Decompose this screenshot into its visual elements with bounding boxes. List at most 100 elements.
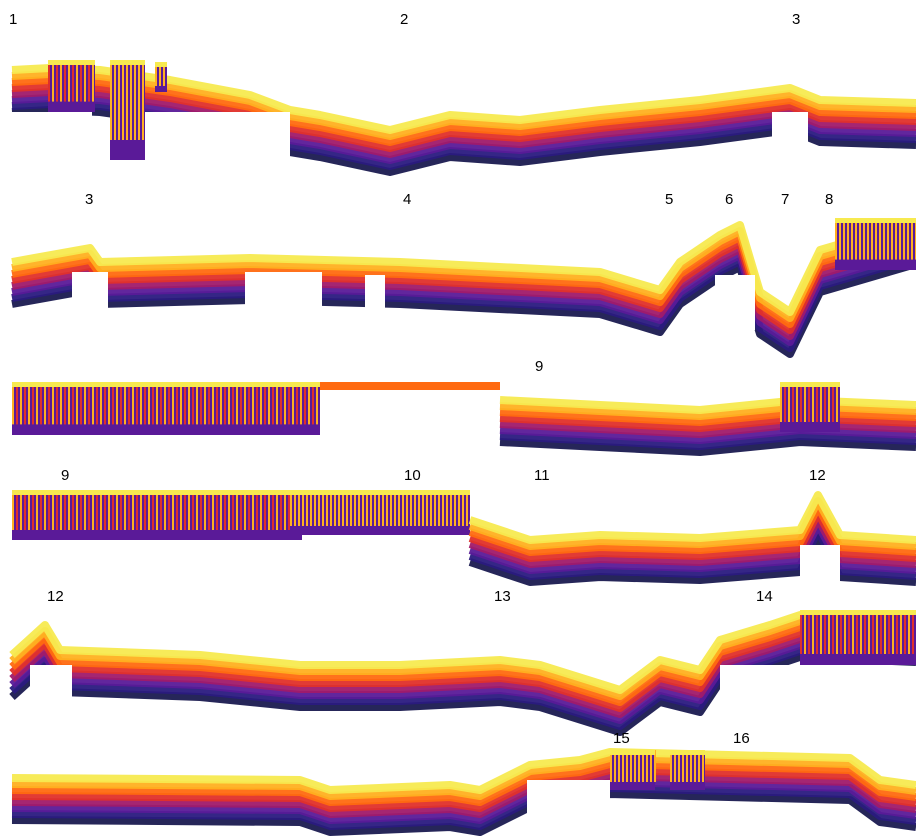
segment-label: 12	[47, 588, 64, 605]
echo-streak	[140, 382, 142, 425]
echo-top	[610, 750, 655, 755]
echo-layer	[499, 438, 916, 456]
echo-streak	[256, 382, 258, 425]
echo-streak	[148, 382, 150, 425]
echo-streak	[851, 218, 853, 260]
echo-streak	[48, 382, 50, 425]
echo-streak	[804, 382, 806, 422]
echo-streak	[20, 382, 22, 425]
echo-streak	[72, 60, 74, 102]
echo-streak	[204, 490, 206, 530]
echo-streak	[908, 610, 910, 654]
echo-streak	[96, 382, 98, 425]
echo-streak	[694, 750, 696, 782]
echo-streak	[670, 750, 672, 782]
echo-streak	[852, 610, 854, 654]
echo-streak	[904, 610, 906, 654]
echo-streak	[316, 382, 318, 425]
echo-streak	[912, 610, 914, 654]
echo-streak	[36, 382, 38, 425]
echo-streak	[698, 750, 700, 782]
echo-streak	[160, 382, 162, 425]
echo-streak	[294, 490, 296, 526]
echo-streak	[12, 490, 14, 530]
echo-streak	[434, 490, 436, 526]
echo-streak	[228, 490, 230, 530]
echo-streak	[674, 750, 676, 782]
echo-streak	[856, 610, 858, 654]
echo-streak	[212, 382, 214, 425]
echo-streak	[155, 62, 157, 86]
echo-streak	[164, 382, 166, 425]
echo-streak	[48, 60, 50, 102]
data-gap	[30, 665, 72, 720]
echo-streak	[52, 60, 54, 102]
echo-streak	[144, 382, 146, 425]
echo-streak	[156, 490, 158, 530]
echo-streak	[236, 490, 238, 530]
echo-streak	[184, 382, 186, 425]
echo-streak	[824, 610, 826, 654]
echo-streak	[292, 382, 294, 425]
echo-streak	[76, 490, 78, 530]
echo-streak	[228, 382, 230, 425]
echo-streak	[888, 610, 890, 654]
echo-streak	[108, 490, 110, 530]
echo-top	[780, 382, 840, 387]
echo-streak	[390, 490, 392, 526]
echo-streak	[892, 610, 894, 654]
echo-streak	[891, 218, 893, 260]
echo-streak	[682, 750, 684, 782]
echo-streak	[80, 490, 82, 530]
echo-streak	[863, 218, 865, 260]
echo-streak	[192, 490, 194, 530]
echo-streak	[812, 382, 814, 422]
echo-streak	[120, 490, 122, 530]
echo-streak	[20, 490, 22, 530]
echo-streak	[88, 382, 90, 425]
echo-streak	[442, 490, 444, 526]
echo-streak	[110, 60, 112, 140]
echo-streak	[430, 490, 432, 526]
echo-streak	[318, 490, 320, 526]
echo-streak	[808, 610, 810, 654]
echo-streak	[180, 490, 182, 530]
echo-streak	[290, 490, 292, 526]
echo-streak	[346, 490, 348, 526]
echo-streak	[836, 610, 838, 654]
echo-streak	[288, 382, 290, 425]
echo-streak	[142, 60, 144, 140]
echo-streak	[168, 382, 170, 425]
echo-streak	[220, 490, 222, 530]
echo-streak	[784, 382, 786, 422]
segment-label: 3	[85, 191, 93, 208]
echo-layer	[499, 432, 916, 450]
segment-label: 15	[613, 730, 630, 747]
data-gap	[12, 112, 92, 165]
echo-streak	[654, 750, 656, 782]
echo-streak	[260, 382, 262, 425]
echo-streak	[204, 382, 206, 425]
echo-streak	[900, 610, 902, 654]
echo-streak	[180, 382, 182, 425]
echo-streak	[832, 610, 834, 654]
echo-top	[670, 750, 705, 755]
echo-streak	[800, 382, 802, 422]
data-gap	[527, 780, 610, 838]
segment-label: 13	[494, 588, 511, 605]
echo-streak	[414, 490, 416, 526]
echo-streak	[224, 490, 226, 530]
echo-streak	[306, 490, 308, 526]
echo-streak	[160, 490, 162, 530]
echo-streak	[366, 490, 368, 526]
echo-layer	[9, 635, 916, 718]
echo-streak	[438, 490, 440, 526]
echo-streak	[24, 382, 26, 425]
echo-top	[110, 60, 145, 65]
echo-streak	[132, 490, 134, 530]
echo-streak	[240, 490, 242, 530]
echo-streak	[887, 218, 889, 260]
echo-layer	[9, 611, 916, 694]
echo-streak	[112, 382, 114, 425]
